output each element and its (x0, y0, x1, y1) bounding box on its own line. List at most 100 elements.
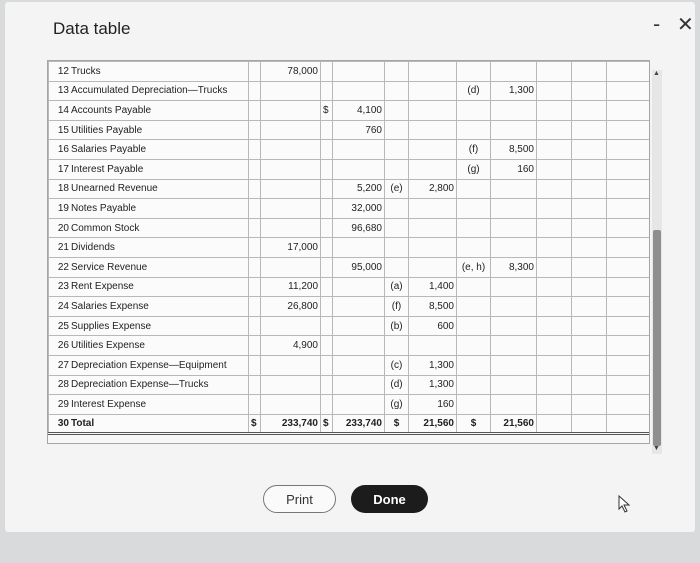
scroll-down-arrow-icon[interactable]: ▼ (653, 445, 660, 452)
tb-credit-symbol[interactable] (320, 237, 333, 258)
adj-credit-ref[interactable] (456, 198, 491, 219)
tb-credit-symbol[interactable] (320, 374, 333, 396)
tb-credit-symbol[interactable] (320, 139, 333, 160)
tb-debit-cell[interactable]: 11,200 (260, 276, 321, 298)
adj-debit-ref[interactable] (384, 61, 409, 82)
tb-debit-symbol[interactable] (248, 119, 261, 141)
adj-credit-cell[interactable] (490, 374, 537, 396)
tb-credit-symbol[interactable] (320, 296, 333, 317)
tb-credit-cell[interactable] (332, 374, 385, 396)
adj-debit-cell[interactable] (408, 80, 457, 102)
adj-credit-ref[interactable] (456, 217, 491, 239)
tb-debit-symbol[interactable] (248, 276, 261, 298)
adj-credit-cell[interactable]: 1,300 (490, 80, 537, 102)
adj-credit-ref[interactable] (456, 374, 491, 396)
adj-debit-ref[interactable]: (a) (384, 276, 409, 298)
tb-debit-symbol[interactable] (248, 158, 261, 180)
tb-credit-total-symbol[interactable]: $ (320, 413, 333, 436)
extra-cell[interactable] (606, 276, 649, 298)
extra-cell[interactable] (571, 394, 607, 415)
tb-debit-symbol[interactable] (248, 80, 261, 102)
adj-debit-ref[interactable]: (g) (384, 394, 409, 415)
extra-cell[interactable] (606, 394, 649, 415)
adj-debit-total-symbol[interactable]: $ (384, 413, 409, 436)
tb-debit-cell[interactable] (260, 315, 321, 337)
adj-credit-cell[interactable] (490, 237, 537, 258)
extra-cell[interactable] (536, 256, 572, 278)
adj-debit-ref[interactable] (384, 119, 409, 141)
adj-debit-ref[interactable] (384, 335, 409, 356)
tb-credit-cell[interactable] (332, 237, 385, 258)
tb-credit-symbol[interactable] (320, 198, 333, 219)
adj-credit-ref[interactable] (456, 178, 491, 200)
tb-credit-symbol[interactable] (320, 178, 333, 200)
extra-cell[interactable] (571, 237, 607, 258)
adj-credit-cell[interactable] (490, 217, 537, 239)
adj-debit-cell[interactable] (408, 139, 457, 160)
tb-credit-cell[interactable]: 32,000 (332, 198, 385, 219)
adj-credit-cell[interactable] (490, 276, 537, 298)
adj-debit-cell[interactable] (408, 119, 457, 141)
tb-debit-symbol[interactable] (248, 354, 261, 376)
extra-cell[interactable] (536, 80, 572, 102)
extra-cell[interactable] (571, 413, 607, 436)
adj-credit-cell[interactable] (490, 100, 537, 121)
adj-credit-ref[interactable] (456, 394, 491, 415)
adj-debit-cell[interactable] (408, 198, 457, 219)
tb-debit-cell[interactable] (260, 100, 321, 121)
tb-debit-symbol[interactable] (248, 139, 261, 160)
extra-cell[interactable] (606, 100, 649, 121)
tb-debit-symbol[interactable] (248, 237, 261, 258)
tb-debit-symbol[interactable] (248, 178, 261, 200)
tb-debit-total[interactable]: 233,740 (260, 413, 321, 436)
tb-debit-cell[interactable] (260, 80, 321, 102)
tb-credit-cell[interactable] (332, 80, 385, 102)
adj-debit-cell[interactable] (408, 237, 457, 258)
extra-cell[interactable] (606, 315, 649, 337)
extra-cell[interactable] (606, 217, 649, 239)
tb-credit-symbol[interactable] (320, 315, 333, 337)
extra-cell[interactable] (571, 198, 607, 219)
adj-credit-cell[interactable] (490, 394, 537, 415)
adj-credit-cell[interactable]: 8,300 (490, 256, 537, 278)
extra-cell[interactable] (536, 198, 572, 219)
extra-cell[interactable] (606, 256, 649, 278)
extra-cell[interactable] (536, 315, 572, 337)
adj-debit-cell[interactable] (408, 217, 457, 239)
extra-cell[interactable] (536, 100, 572, 121)
adj-debit-cell[interactable] (408, 100, 457, 121)
adj-debit-ref[interactable] (384, 100, 409, 121)
adj-debit-total[interactable]: 21,560 (408, 413, 457, 436)
extra-cell[interactable] (536, 296, 572, 317)
adj-debit-cell[interactable] (408, 158, 457, 180)
done-button[interactable]: Done (351, 485, 428, 513)
tb-credit-symbol[interactable] (320, 354, 333, 376)
extra-cell[interactable] (571, 178, 607, 200)
tb-credit-symbol[interactable] (320, 276, 333, 298)
scrollbar-thumb[interactable] (653, 230, 661, 446)
tb-debit-symbol[interactable] (248, 335, 261, 356)
tb-credit-symbol[interactable] (320, 158, 333, 180)
adj-debit-cell[interactable]: 2,800 (408, 178, 457, 200)
adj-credit-cell[interactable]: 160 (490, 158, 537, 180)
tb-credit-symbol[interactable] (320, 335, 333, 356)
tb-credit-cell[interactable]: 95,000 (332, 256, 385, 278)
tb-debit-total-symbol[interactable]: $ (248, 413, 261, 436)
adj-credit-cell[interactable] (490, 119, 537, 141)
tb-credit-cell[interactable] (332, 296, 385, 317)
extra-cell[interactable] (571, 276, 607, 298)
extra-cell[interactable] (536, 354, 572, 376)
adj-credit-cell[interactable] (490, 354, 537, 376)
tb-credit-cell[interactable] (332, 61, 385, 82)
tb-credit-symbol[interactable]: $ (320, 100, 333, 121)
extra-cell[interactable] (571, 256, 607, 278)
tb-credit-cell[interactable] (332, 276, 385, 298)
adj-debit-ref[interactable] (384, 198, 409, 219)
adj-debit-cell[interactable]: 1,300 (408, 354, 457, 376)
adj-credit-ref[interactable] (456, 237, 491, 258)
extra-cell[interactable] (571, 139, 607, 160)
adj-debit-cell[interactable] (408, 335, 457, 356)
extra-cell[interactable] (536, 158, 572, 180)
extra-cell[interactable] (536, 394, 572, 415)
adj-credit-cell[interactable] (490, 296, 537, 317)
